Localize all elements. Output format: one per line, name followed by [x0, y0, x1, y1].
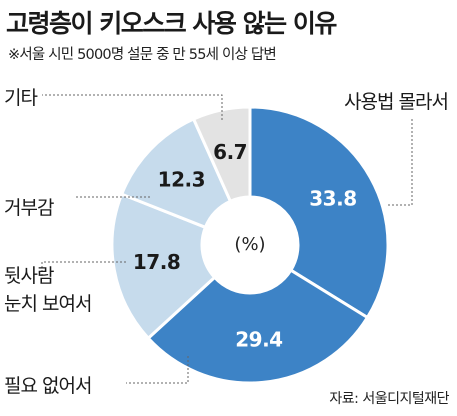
- slice-3: [110, 192, 217, 341]
- slice-value-1: 33.8: [309, 187, 356, 211]
- category-label-1: 사용법 몰라서: [344, 91, 448, 113]
- leader-line-2: [126, 356, 189, 384]
- slice-value-5: 6.7: [213, 140, 247, 164]
- slice-2: [146, 268, 370, 385]
- chart-subtitle: ※서울 시민 5000명 설문 중 만 55세 이상 답변: [8, 47, 277, 63]
- slice-value-3: 17.8: [133, 250, 180, 274]
- leader-line-5: [42, 94, 223, 120]
- source-note: 자료: 서울디지털재단: [329, 391, 449, 407]
- leader-line-1: [388, 118, 413, 206]
- category-label-5: 기타: [4, 87, 37, 109]
- slice-value-2: 29.4: [235, 328, 282, 352]
- category-label-2: 필요 없어서: [4, 375, 91, 397]
- chart-title: 고령층이 키오스크 사용 않는 이유: [6, 9, 337, 38]
- category-label-3: 뒷사람 눈치 보여서: [4, 265, 91, 315]
- leader-line-4: [75, 196, 150, 198]
- slice-value-4: 12.3: [158, 167, 205, 191]
- slice-1: [248, 105, 390, 320]
- leader-line-3: [41, 261, 126, 278]
- slice-5: [191, 105, 252, 204]
- unit-label: (%): [234, 234, 265, 255]
- category-label-4: 거부감: [4, 197, 54, 219]
